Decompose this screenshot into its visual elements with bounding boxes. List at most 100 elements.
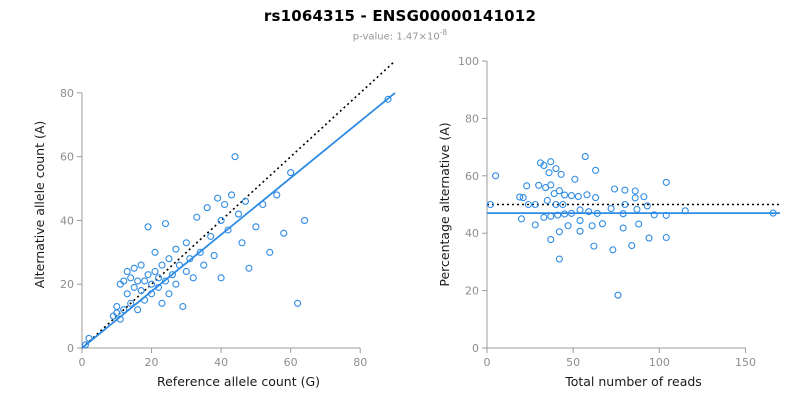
data-point <box>555 187 563 195</box>
data-point <box>555 255 563 263</box>
data-point <box>227 191 236 199</box>
data-point <box>535 181 543 189</box>
data-point <box>141 277 149 285</box>
data-point <box>576 217 584 225</box>
data-point <box>85 334 93 342</box>
y-tick-label: 0 <box>472 342 479 355</box>
data-point <box>196 248 204 256</box>
data-point <box>547 158 555 166</box>
y-tick-label: 60 <box>60 151 74 164</box>
data-point <box>588 222 596 230</box>
data-point <box>543 196 551 205</box>
data-point <box>635 220 643 228</box>
data-point <box>523 182 531 190</box>
data-point <box>609 246 617 254</box>
data-point <box>610 185 619 193</box>
x-tick-label: 150 <box>735 356 756 369</box>
data-point <box>154 274 163 282</box>
data-point <box>151 248 159 256</box>
data-point <box>619 224 627 232</box>
data-point <box>130 264 138 272</box>
data-point <box>559 200 567 209</box>
data-point <box>516 193 524 201</box>
data-point <box>547 181 555 189</box>
plots-row: 0 20 40 60 80 0 20 40 60 80 Reference allele count… <box>0 49 800 394</box>
data-point <box>158 261 166 269</box>
data-point <box>643 202 651 210</box>
x-tick-label: 0 <box>79 356 86 369</box>
data-point <box>567 209 576 217</box>
y-tick-label: 100 <box>458 55 479 68</box>
data-point <box>123 267 131 276</box>
data-point <box>221 200 229 209</box>
data-point <box>148 280 156 288</box>
data-point <box>151 267 159 276</box>
data-point <box>590 242 598 250</box>
data-point <box>301 216 309 224</box>
data-point <box>552 165 560 173</box>
y-axis-label: Percentage alternative (A) <box>437 122 452 286</box>
figure-title: rs1064315 - ENSG00000141012 <box>263 7 537 25</box>
y-tick-label: 80 <box>465 112 479 125</box>
data-point <box>662 233 670 242</box>
data-point <box>628 241 636 250</box>
data-point <box>631 187 639 195</box>
data-point <box>645 234 653 242</box>
identity-line <box>81 60 396 349</box>
y-tick-label: 40 <box>465 227 479 240</box>
data-point <box>172 245 180 253</box>
data-point <box>158 299 166 307</box>
data-point <box>273 191 281 199</box>
data-point <box>214 194 222 202</box>
data-point <box>531 200 539 209</box>
data-point <box>593 209 601 217</box>
data-point <box>650 211 658 219</box>
data-point <box>224 226 232 234</box>
data-point <box>116 315 124 323</box>
data-point <box>217 274 225 282</box>
data-point <box>120 277 128 285</box>
data-point <box>681 207 689 215</box>
data-point <box>585 208 593 216</box>
data-point <box>238 239 246 247</box>
data-point <box>287 169 295 177</box>
data-point <box>631 194 639 202</box>
figure-subtitle: p-value: 1.47×10-8 <box>0 28 800 42</box>
data-point <box>557 170 565 178</box>
y-tick-label: 40 <box>60 214 74 227</box>
data-point <box>241 197 250 205</box>
data-point <box>561 191 569 199</box>
x-tick-label: 80 <box>353 356 367 369</box>
data-point <box>165 290 173 298</box>
data-point <box>252 223 260 231</box>
data-point <box>486 200 494 209</box>
data-point <box>555 228 563 236</box>
data-point <box>234 210 243 218</box>
data-point <box>517 215 526 223</box>
data-point <box>581 153 589 161</box>
data-point <box>172 280 180 288</box>
data-point <box>200 261 208 269</box>
data-point <box>193 213 201 221</box>
data-point <box>207 232 215 240</box>
x-tick-label: 60 <box>284 356 298 369</box>
data-point <box>127 274 135 282</box>
data-point <box>134 306 142 314</box>
data-point <box>384 95 392 103</box>
data-point <box>141 296 149 304</box>
x-tick-label: 20 <box>145 356 159 369</box>
data-point <box>294 299 302 307</box>
data-point <box>552 200 560 209</box>
data-point <box>662 211 670 219</box>
data-point <box>550 190 558 198</box>
data-point <box>619 210 627 218</box>
x-axis-label: Total number of reads <box>564 374 702 389</box>
data-point <box>583 191 591 199</box>
y-axis-label: Alternative allele count (A) <box>32 121 47 289</box>
data-point <box>182 239 190 247</box>
p-value-exponent: -8 <box>439 28 448 37</box>
data-point <box>547 212 555 220</box>
y-tick-label: 20 <box>60 278 74 291</box>
data-point <box>137 287 145 295</box>
data-point <box>519 194 527 202</box>
